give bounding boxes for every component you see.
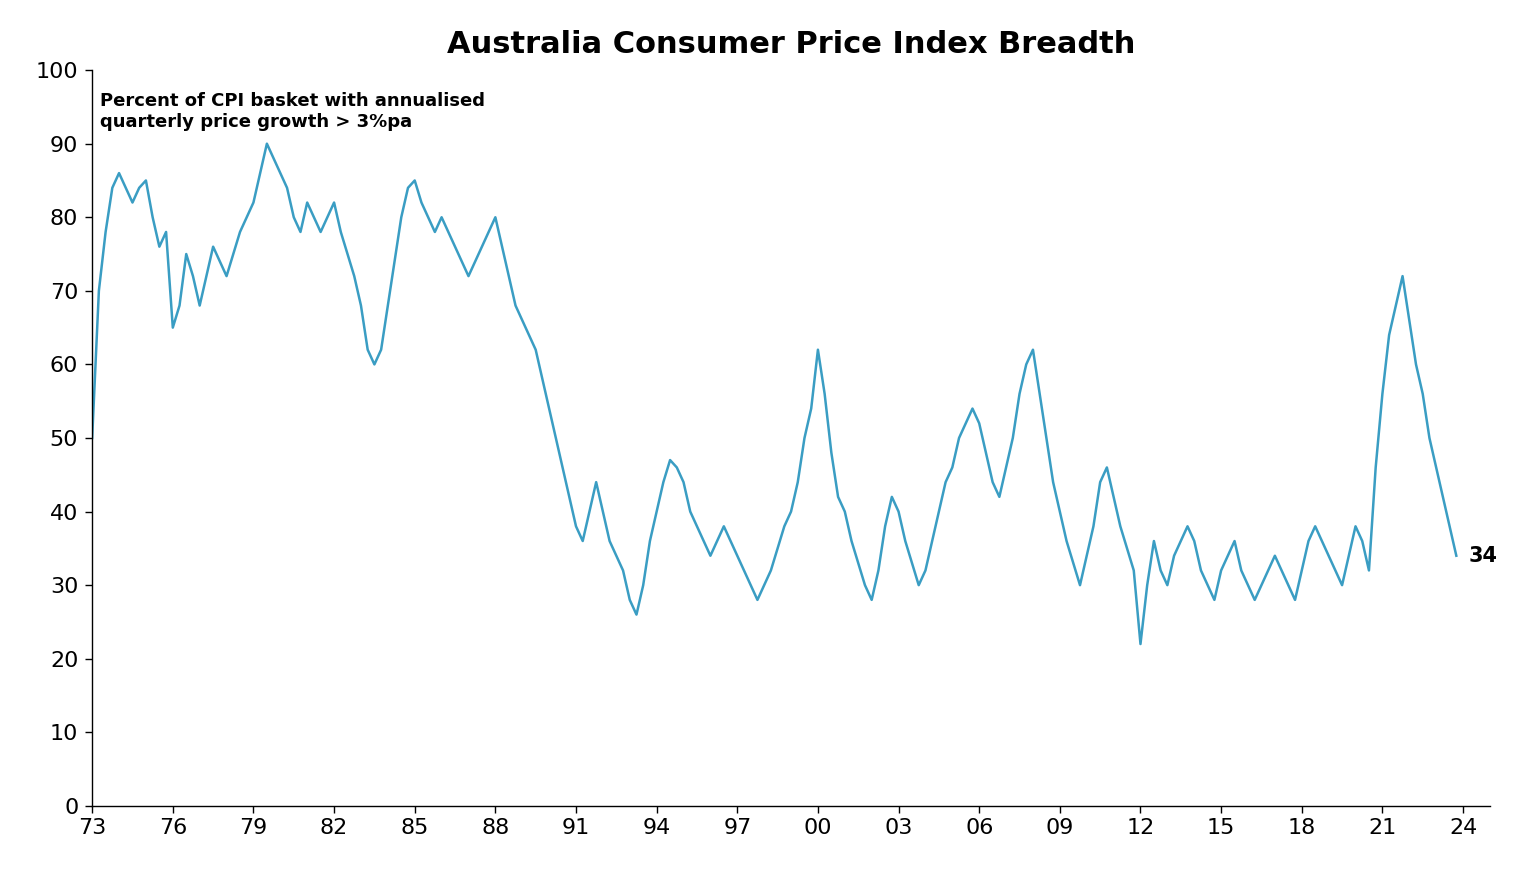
Text: 34: 34 (1468, 546, 1498, 566)
Text: Percent of CPI basket with annualised
quarterly price growth > 3%pa: Percent of CPI basket with annualised qu… (100, 92, 485, 131)
Title: Australia Consumer Price Index Breadth: Australia Consumer Price Index Breadth (447, 31, 1135, 60)
